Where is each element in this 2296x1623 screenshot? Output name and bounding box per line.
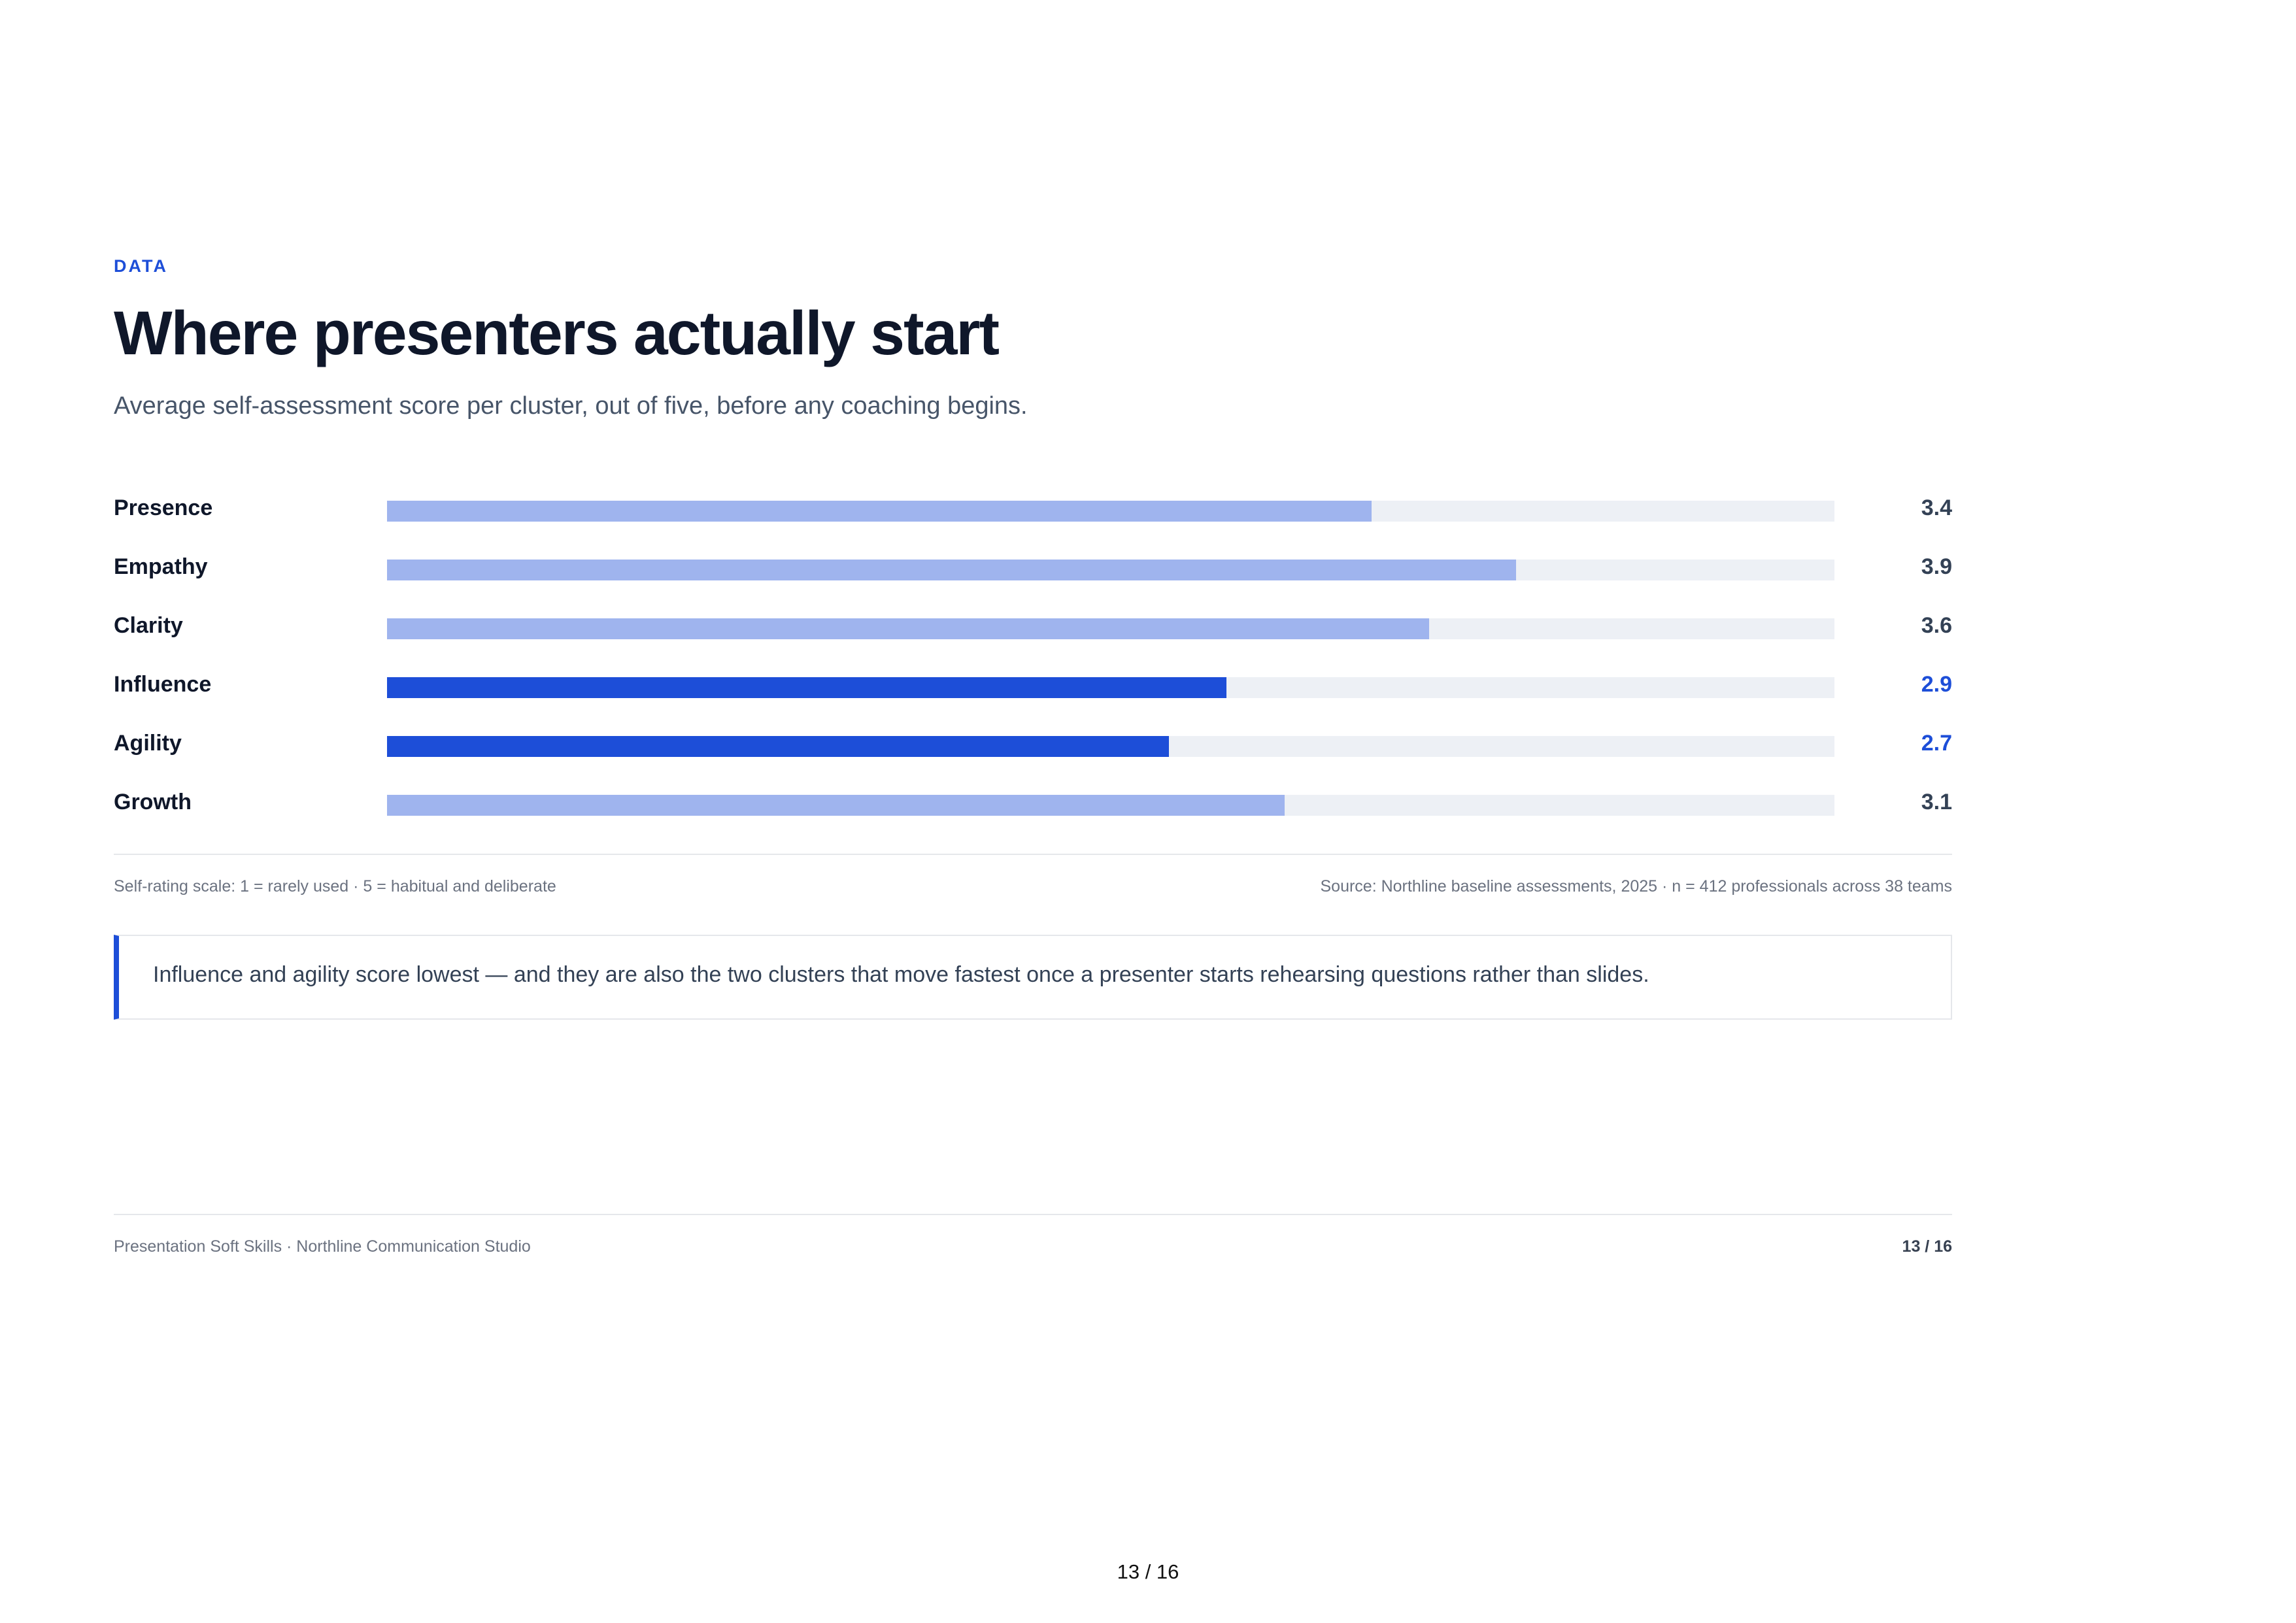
bar-label: Influence (114, 672, 212, 697)
bar (387, 618, 1429, 639)
bar-value-label: 2.7 (1921, 731, 1952, 756)
bar (387, 560, 1516, 580)
bar-track (387, 795, 1834, 816)
bar-track (387, 677, 1834, 698)
bar (387, 501, 1372, 522)
chart-row: Agility 2.7 (114, 726, 1952, 765)
bar-value-label: 3.6 (1921, 613, 1952, 638)
footer-title: Presentation Soft Skills · Northline Com… (114, 1237, 531, 1256)
insight-callout: Influence and agility score lowest — and… (114, 935, 1952, 1020)
chart-row: Growth 3.1 (114, 784, 1952, 824)
page-title: Where presenters actually start (114, 299, 1000, 368)
chart-row: Presence 3.4 (114, 490, 1952, 529)
bar-value-label: 2.9 (1921, 672, 1952, 697)
footer-divider (114, 1214, 1952, 1215)
chart-row: Influence 2.9 (114, 667, 1952, 706)
bar-value-label: 3.1 (1921, 790, 1952, 814)
bar (387, 736, 1169, 757)
page-counter: 13 / 16 (1117, 1560, 1179, 1583)
chart-row: Empathy 3.9 (114, 549, 1952, 588)
footer-page-number: 13 / 16 (1902, 1237, 1952, 1256)
bar (387, 795, 1285, 816)
bar-track (387, 501, 1834, 522)
bar-value-label: 3.9 (1921, 554, 1952, 579)
bar-value-label: 3.4 (1921, 495, 1952, 520)
source-note: Source: Northline baseline assessments, … (1320, 877, 1953, 895)
callout-text: Influence and agility score lowest — and… (153, 962, 1649, 987)
subtitle: Average self-assessment score per cluste… (114, 392, 1028, 420)
bar-label: Presence (114, 495, 213, 520)
bar-track (387, 618, 1834, 639)
bar-label: Clarity (114, 613, 183, 638)
bar-label: Growth (114, 790, 192, 814)
chart-row: Clarity 3.6 (114, 608, 1952, 647)
bar (387, 677, 1226, 698)
eyebrow: DATA (114, 256, 168, 276)
scale-note: Self-rating scale: 1 = rarely used · 5 =… (114, 877, 556, 895)
chart-divider (114, 854, 1952, 855)
bar-track (387, 560, 1834, 580)
bar-track (387, 736, 1834, 757)
bar-label: Empathy (114, 554, 208, 579)
bar-label: Agility (114, 731, 182, 756)
